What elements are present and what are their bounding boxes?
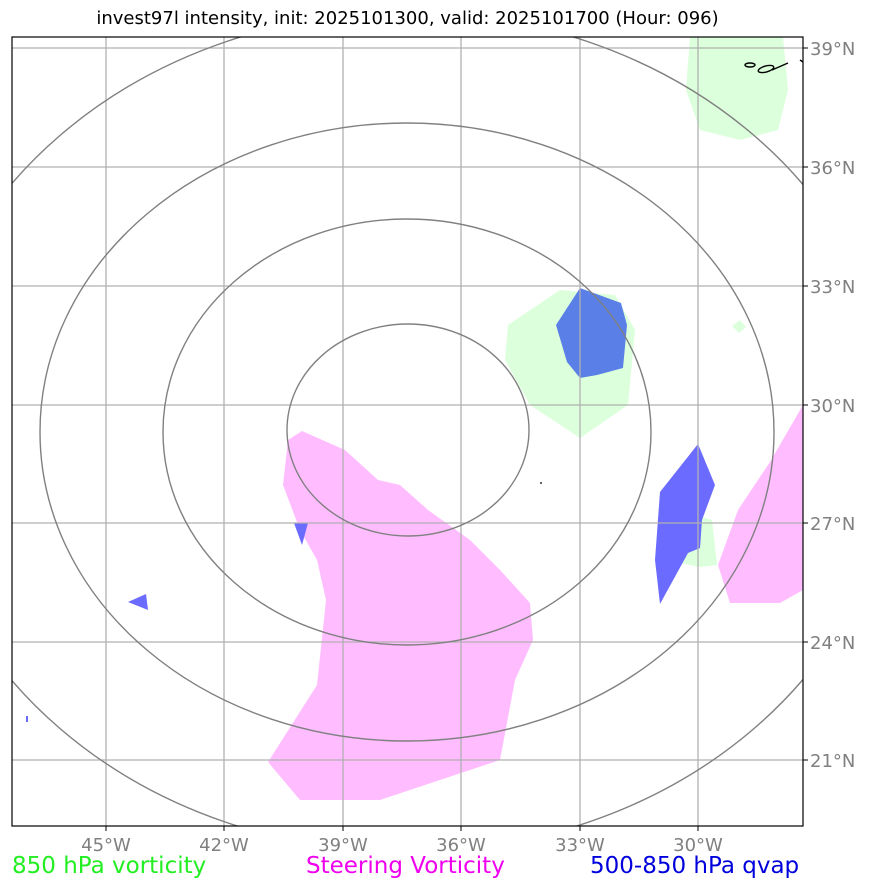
storm-center-dot [540,482,542,484]
steering-vorticity-fields [268,405,803,800]
map-title: invest97l intensity, init: 2025101300, v… [96,8,719,29]
lon-label: 33°W [555,835,605,856]
lat-label: 24°N [810,633,855,654]
lat-label: 27°N [810,514,855,535]
steering-vorticity-main [268,431,533,800]
tick-marks [105,47,808,831]
lat-label: 21°N [810,751,855,772]
plot-frame [11,36,804,827]
range-rings [12,37,803,826]
legend-steering-vorticity: Steering Vorticity [306,853,505,879]
steering-vorticity-east [718,405,803,603]
coastline-fragments [744,59,803,74]
lon-label: 30°W [673,835,723,856]
qvap-blob-west [294,523,308,545]
range-ring-1 [286,323,530,537]
gridlines [12,37,803,826]
qvap-blob-east [655,444,715,604]
range-ring-2 [162,218,652,646]
lon-label: 39°W [318,835,368,856]
vorticity-850-blob-small [732,320,746,333]
lat-label: 39°N [810,39,855,60]
qvap-blob-southwest [128,594,148,610]
qvap-blob-north [556,288,627,378]
qvap-fields [26,288,715,722]
latitude-labels: 39°N 36°N 33°N 30°N 27°N 24°N 21°N [810,39,855,772]
lon-label: 45°W [81,835,131,856]
lat-label: 36°N [810,158,855,179]
lat-label: 33°N [810,277,855,298]
legend-qvap: 500-850 hPa qvap [590,853,800,879]
lon-label: 36°W [436,835,486,856]
legend-850-vorticity: 850 hPa vorticity [12,853,207,879]
range-ring-3 [39,122,775,742]
longitude-labels: 45°W 42°W 39°W 36°W 33°W 30°W [81,835,723,856]
vorticity-850-fields [505,37,788,567]
lat-label: 30°N [810,396,855,417]
lon-label: 42°W [199,835,249,856]
qvap-speck [26,716,28,722]
vorticity-850-blob-north [686,37,788,140]
